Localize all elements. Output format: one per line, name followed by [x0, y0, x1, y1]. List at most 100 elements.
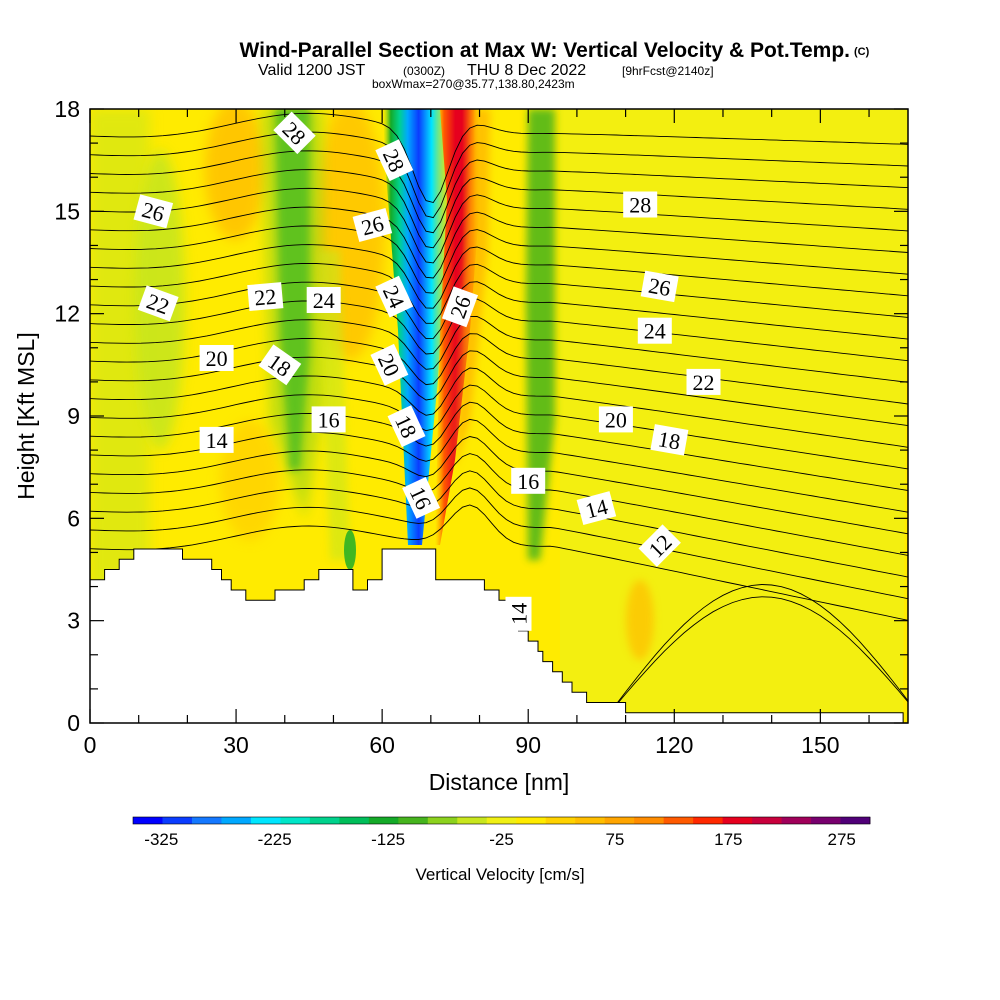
subtitle-valid: Valid 1200 JST [258, 62, 366, 79]
colorbar-tick-label: -225 [258, 830, 292, 849]
contour-label-box [623, 191, 658, 218]
isentrope-line [90, 504, 908, 621]
contour-label: 14 [576, 491, 617, 526]
contour-label: 26 [133, 194, 174, 229]
y-tick-label: 18 [54, 96, 80, 122]
colorbar-swatch [191, 817, 222, 824]
x-tick-label: 120 [655, 732, 693, 758]
isentrope-line [90, 470, 908, 578]
contour-label-text: 20 [605, 407, 627, 432]
colorbar-swatch [604, 817, 635, 824]
contour-label: 20 [598, 406, 633, 433]
x-axis-label: Distance [nm] [429, 769, 570, 795]
contour-label: 14 [199, 426, 234, 453]
colorbar-swatch [427, 817, 458, 824]
isentrope-line [90, 169, 908, 249]
contour-label-box [598, 406, 633, 433]
isentrope-line [90, 150, 908, 234]
colorbar: -325 -225 -125 -25 75 175 275 [132, 816, 871, 849]
y-tick-label: 0 [67, 710, 80, 736]
contour-label-text: 16 [318, 407, 340, 432]
terrain-mask [90, 548, 904, 723]
colorbar-tick-label: -125 [371, 830, 405, 849]
green-band-east [526, 109, 555, 560]
contour-label: 16 [311, 406, 346, 433]
y-tick-label: 12 [54, 301, 80, 327]
isentrope-line [90, 453, 908, 556]
colorbar-tick-label: -325 [144, 830, 178, 849]
contour-label-box [247, 282, 284, 312]
colorbar-swatch [752, 817, 782, 824]
colorbar-swatch [840, 817, 871, 824]
colorbar-swatch [280, 817, 311, 824]
colorbar-swatch [398, 817, 429, 824]
isentrope-line [90, 281, 908, 340]
isentrope-line [90, 367, 908, 448]
isentrope-line [90, 131, 908, 219]
contour-label-box [306, 287, 341, 313]
contour-label-box [441, 286, 479, 328]
title-suffix: (C) [854, 46, 870, 58]
isentrope-line [90, 244, 908, 309]
isentrope-line [90, 487, 908, 600]
isentrope-line [90, 262, 908, 324]
contour-label: 14 [505, 596, 532, 631]
contour-label: 22 [686, 368, 721, 395]
isentrope-line [90, 206, 908, 279]
isentrope-line [90, 187, 908, 264]
contour-label-box [511, 467, 546, 494]
contour-label-text: 18 [656, 426, 682, 454]
contour-label-text: 16 [517, 469, 539, 494]
colorbar-swatch [457, 817, 488, 824]
colorbar-title: Vertical Velocity [cm/s] [415, 865, 584, 884]
contour-label-box [258, 344, 302, 386]
contour-label-box [640, 270, 679, 303]
isentrope-line [90, 112, 908, 204]
contour-label-box [352, 208, 393, 242]
contour-label: 22 [137, 285, 179, 322]
isentrope-line [90, 316, 908, 383]
colorbar-swatch [486, 817, 517, 824]
title-text: Wind-Parallel Section at Max W: Vertical… [239, 39, 850, 62]
contour-label: 26 [640, 270, 679, 303]
updraft-edge [455, 109, 490, 470]
isentrope-line [90, 436, 908, 535]
orange-patch-low [220, 420, 280, 540]
contour-label-text: 24 [644, 319, 666, 344]
chart-subtitle: Valid 1200 JST (0300Z) THU 8 Dec 2022 [9… [258, 62, 714, 91]
contour-label: 22 [247, 282, 284, 312]
x-tick-label: 150 [801, 732, 839, 758]
x-axis: 0 30 60 90 120 150 [84, 109, 870, 758]
colorbar-swatch [575, 817, 606, 824]
colorbar-swatch [545, 817, 576, 824]
orange-patch-west [205, 109, 265, 240]
contour-label-text: 14 [206, 428, 228, 453]
x-tick-label: 0 [84, 732, 97, 758]
contour-label: 18 [650, 424, 689, 456]
contour-label-text: 22 [253, 284, 277, 311]
contour-label-text: 20 [206, 346, 228, 371]
contour-label-box [137, 285, 179, 322]
contour-label-text: 22 [693, 370, 715, 395]
contour-label-box [375, 139, 414, 182]
y-axis: 0 3 6 9 12 15 18 [54, 96, 908, 736]
contour-label-text: 26 [647, 273, 673, 301]
contour-label-box [505, 596, 532, 631]
isentrope-line-low [615, 584, 908, 705]
isentrope-line-low [615, 596, 908, 706]
contour-label: 20 [199, 345, 234, 371]
y-tick-label: 3 [67, 608, 80, 634]
contour-label-text: 14 [507, 603, 532, 625]
subtitle-box: boxWmax=270@35.77,138.80,2423m [372, 77, 575, 91]
contour-label-box [273, 111, 316, 155]
isentrope-line [90, 225, 908, 294]
contour-label-box [375, 275, 414, 318]
x-tick-label: 30 [223, 732, 249, 758]
contour-label-box [199, 426, 234, 453]
green-patch-low [344, 530, 356, 570]
contour-label-text: 28 [629, 193, 651, 218]
x-tick-label: 90 [515, 732, 541, 758]
y-axis-label: Height [Kft MSL] [13, 332, 39, 499]
contour-label: 26 [352, 208, 393, 242]
